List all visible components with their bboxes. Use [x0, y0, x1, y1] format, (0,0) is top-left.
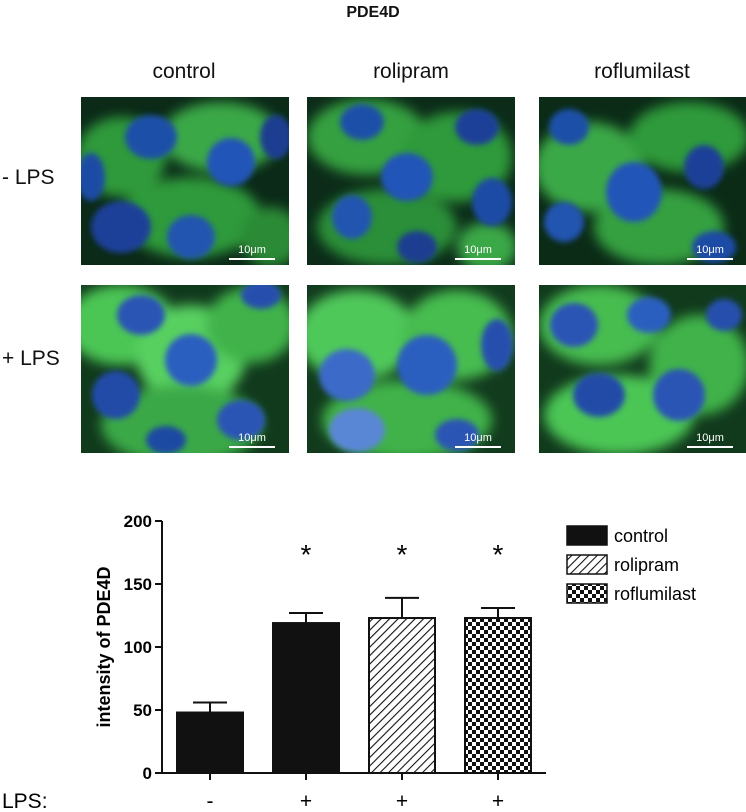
bar [464, 617, 532, 774]
micrograph-rolipram-minus-lps: 10μm [307, 97, 515, 265]
chart-legend: control rolipram roflumilast [566, 525, 696, 604]
y-tick-label: 150 [124, 575, 152, 594]
scale-bar: 10μm [455, 245, 501, 260]
legend-swatch [566, 554, 608, 575]
bar [176, 711, 244, 775]
micrograph-control-plus-lps: 10μm [81, 285, 289, 453]
scale-bar: 10μm [455, 433, 501, 448]
scale-bar: 10μm [687, 245, 733, 260]
column-label-rolipram: rolipram [373, 60, 449, 83]
micrograph-rolipram-plus-lps: 10μm [307, 285, 515, 453]
scale-bar: 10μm [229, 245, 275, 260]
column-label-control: control [152, 60, 216, 83]
figure-title: PDE4D [346, 4, 400, 21]
x-tick-label: + [396, 790, 408, 812]
chart-bars: - + * + * + * [176, 539, 532, 812]
scale-bar: 10μm [687, 433, 733, 448]
y-tick-label: 0 [143, 764, 152, 783]
scale-bar: 10μm [229, 433, 275, 448]
micrograph-roflumilast-minus-lps: 10μm [539, 97, 746, 265]
legend-label: control [614, 526, 668, 546]
chart-axes: 0 50 100 150 200 intensity of PDE4D LPS: [2, 512, 546, 812]
row-label-plus-lps: + LPS [2, 347, 60, 370]
significance-marker: * [397, 539, 408, 570]
row-label-minus-lps: - LPS [2, 166, 55, 189]
x-tick-label: + [492, 790, 504, 812]
y-tick-label: 50 [133, 701, 152, 720]
y-tick-label: 100 [124, 638, 152, 657]
legend-swatch [566, 525, 608, 546]
x-axis-label: LPS: [2, 790, 48, 812]
bar [368, 617, 436, 774]
y-tick-label: 200 [124, 512, 152, 531]
bar-chart: 0 50 100 150 200 intensity of PDE4D LPS: - + * + *… [2, 512, 696, 812]
bar [272, 622, 340, 774]
micrograph-control-minus-lps: 10μm [81, 97, 289, 265]
x-tick-label: + [300, 790, 312, 812]
micrograph-roflumilast-plus-lps: 10μm [539, 285, 746, 453]
column-label-roflumilast: roflumilast [594, 60, 690, 83]
y-axis-label: intensity of PDE4D [94, 566, 114, 727]
significance-marker: * [493, 539, 504, 570]
legend-swatch [566, 583, 608, 604]
x-tick-label: - [207, 790, 214, 812]
legend-label: roflumilast [614, 584, 696, 604]
legend-label: rolipram [614, 555, 679, 575]
significance-marker: * [301, 539, 312, 570]
